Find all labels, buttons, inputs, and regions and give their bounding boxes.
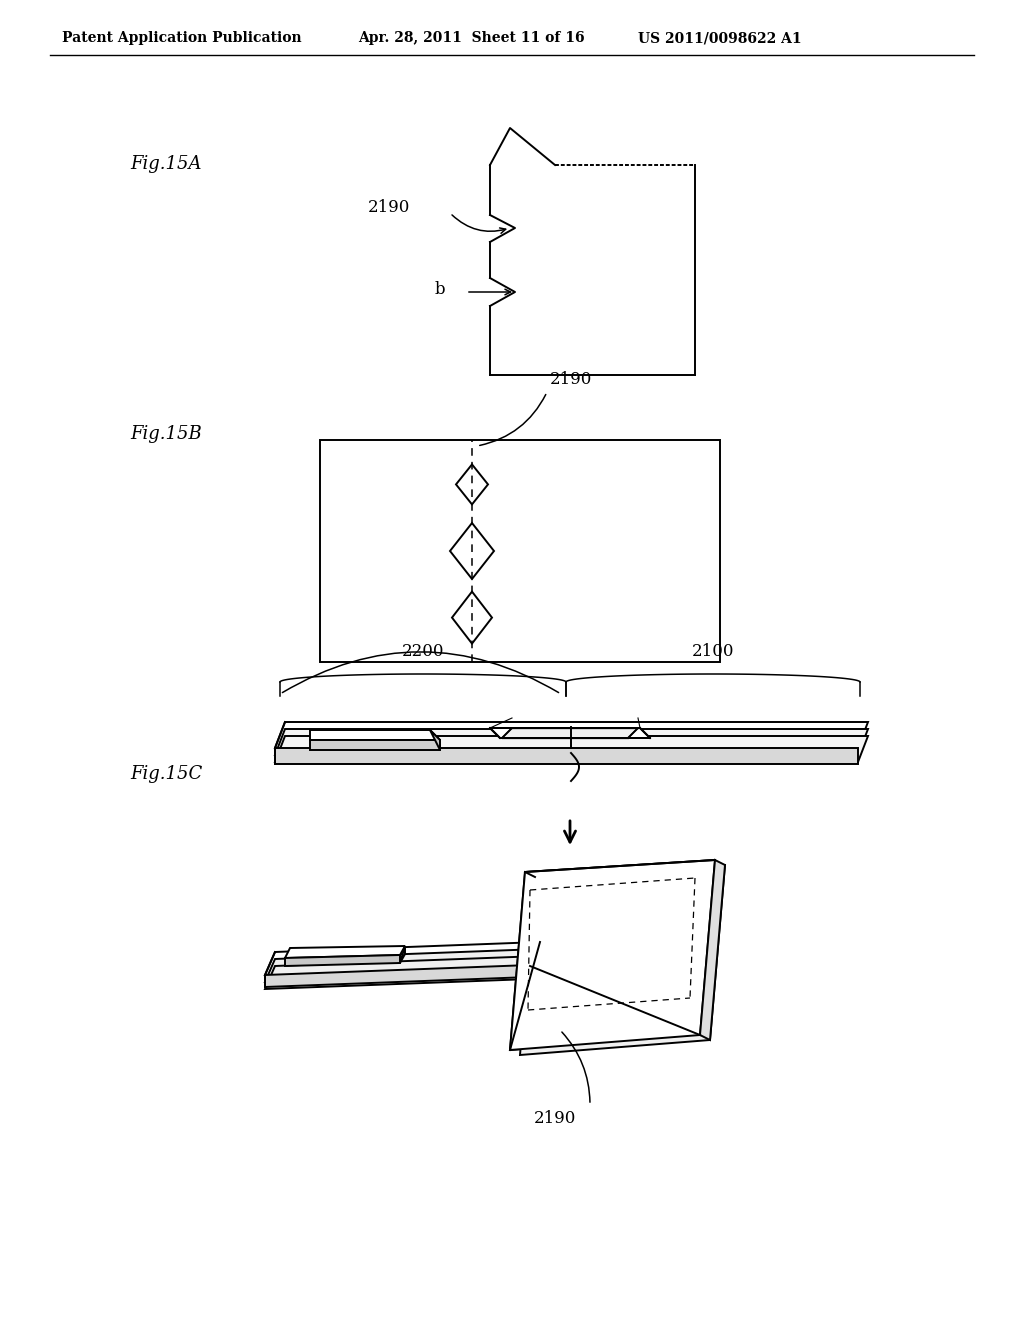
Text: 2190: 2190 [368,199,411,216]
Text: 2100: 2100 [692,643,734,660]
Polygon shape [510,861,715,1049]
Bar [319,440,720,663]
Polygon shape [310,730,440,741]
Polygon shape [520,865,725,1055]
Polygon shape [700,861,725,1040]
Polygon shape [265,965,530,987]
Text: Fig.15C: Fig.15C [130,766,203,783]
Polygon shape [310,741,440,750]
Text: Fig.15A: Fig.15A [130,154,202,173]
Polygon shape [265,949,540,982]
Polygon shape [285,946,406,958]
Polygon shape [400,946,406,964]
Text: b: b [435,281,445,297]
Polygon shape [275,737,868,762]
Polygon shape [275,748,858,764]
Polygon shape [285,954,400,966]
Polygon shape [490,729,650,738]
Polygon shape [430,730,440,750]
Text: US 2011/0098622 A1: US 2011/0098622 A1 [638,30,802,45]
Text: 2200: 2200 [401,643,444,660]
Text: Apr. 28, 2011  Sheet 11 of 16: Apr. 28, 2011 Sheet 11 of 16 [358,30,585,45]
Polygon shape [452,591,492,644]
Polygon shape [275,729,868,755]
Polygon shape [265,942,540,975]
Text: Fig.15B: Fig.15B [130,425,202,444]
Text: Patent Application Publication: Patent Application Publication [62,30,302,45]
Polygon shape [456,465,488,504]
Polygon shape [502,729,638,738]
Polygon shape [450,523,494,579]
Text: 2190: 2190 [550,371,592,388]
Text: 2190: 2190 [534,1110,577,1127]
Polygon shape [275,722,868,748]
Polygon shape [265,956,540,989]
